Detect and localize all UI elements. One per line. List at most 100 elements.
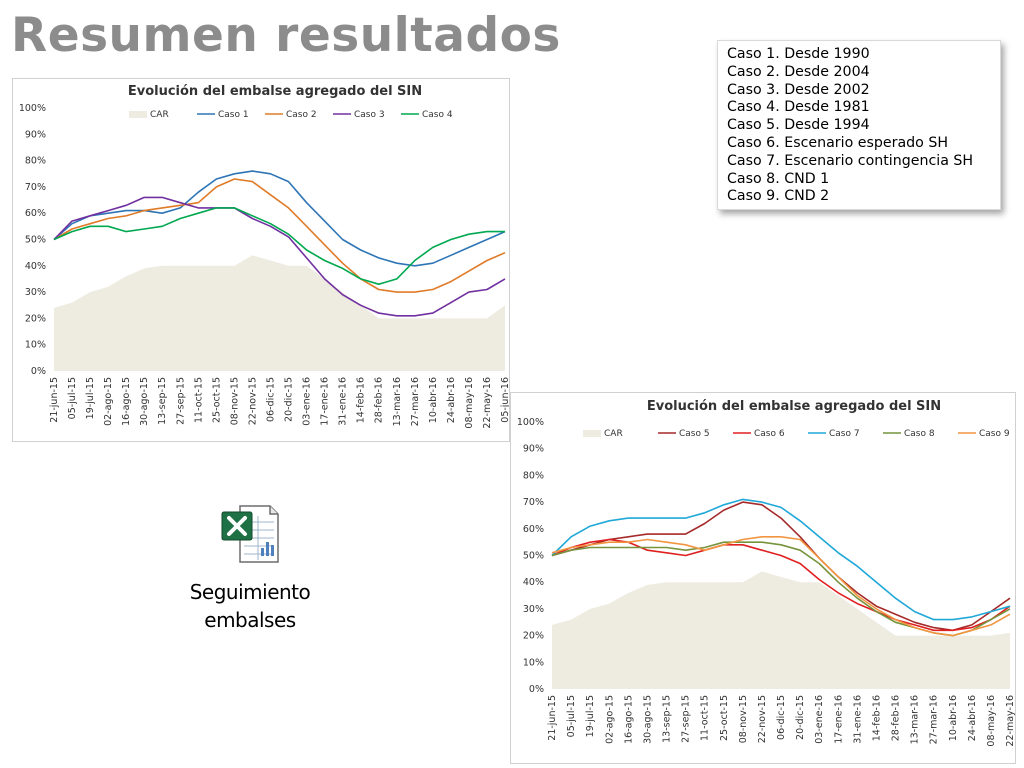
y-tick-label: 40% bbox=[523, 577, 544, 588]
series-line-caso-7 bbox=[551, 498, 1011, 621]
x-tick-label: 06-dic-15 bbox=[776, 695, 787, 740]
legend-entry: Caso 8 bbox=[904, 429, 935, 439]
y-tick-label: 90% bbox=[523, 444, 544, 455]
x-tick-label: 14-feb-16 bbox=[356, 377, 367, 423]
x-tick-label: 13-mar-16 bbox=[392, 377, 403, 426]
x-tick-label: 14-feb-16 bbox=[871, 695, 882, 741]
x-tick-label: 28-feb-16 bbox=[891, 695, 902, 741]
excel-file-icon bbox=[221, 505, 279, 563]
x-tick-label: 10-abr-16 bbox=[948, 695, 959, 741]
x-tick-label: 22-may-16 bbox=[482, 377, 493, 429]
y-tick-label: 10% bbox=[25, 340, 46, 351]
excel-file-label[interactable]: Seguimiento embalses bbox=[170, 578, 330, 634]
x-tick-label: 27-mar-16 bbox=[929, 695, 940, 744]
x-tick-label: 02-ago-15 bbox=[103, 377, 114, 426]
series-area-car bbox=[54, 255, 505, 371]
x-tick-label: 10-abr-16 bbox=[428, 377, 439, 423]
y-tick-label: 60% bbox=[25, 208, 46, 219]
reservoir-chart-2: Evolución del embalse agregado del SIN CA… bbox=[517, 399, 1015, 747]
x-tick-label: 08-may-16 bbox=[464, 377, 475, 429]
case-legend-item: Caso 4. Desde 1981 bbox=[727, 99, 870, 116]
case-legend-item: Caso 3. Desde 2002 bbox=[727, 81, 870, 98]
x-tick-label: 11-oct-15 bbox=[700, 695, 711, 741]
series-line-caso-3 bbox=[53, 196, 506, 317]
x-tick-label: 28-feb-16 bbox=[374, 377, 385, 423]
chart-title: Evolución del embalse agregado del SIN bbox=[647, 399, 941, 414]
y-tick-label: 30% bbox=[25, 287, 46, 298]
x-tick-label: 25-oct-15 bbox=[719, 695, 730, 741]
x-tick-label: 31-ene-16 bbox=[338, 377, 349, 426]
x-tick-label: 27-mar-16 bbox=[410, 377, 421, 426]
cases-list: Caso 1. Desde 1990 Caso 2. Desde 2004 Caso… bbox=[718, 41, 1000, 206]
x-tick-label: 27-sep-15 bbox=[175, 377, 186, 425]
case-legend-item: Caso 7. Escenario contingencia SH bbox=[727, 152, 974, 169]
x-tick-label: 11-oct-15 bbox=[193, 377, 204, 423]
x-tick-label: 08-nov-15 bbox=[738, 695, 749, 743]
x-tick-label: 22-may-16 bbox=[1005, 695, 1015, 747]
legend-entry: Caso 5 bbox=[679, 429, 710, 439]
legend-entry: Caso 7 bbox=[829, 429, 860, 439]
x-tick-label: 19-jul-15 bbox=[585, 695, 596, 737]
legend-entry: Caso 6 bbox=[754, 429, 785, 439]
x-tick-label: 27-sep-15 bbox=[681, 695, 692, 743]
y-tick-label: 0% bbox=[31, 366, 46, 377]
x-tick-label: 02-ago-15 bbox=[604, 695, 615, 744]
y-tick-label: 20% bbox=[25, 313, 46, 324]
y-tick-label: 30% bbox=[523, 604, 544, 615]
legend-swatch bbox=[583, 430, 601, 437]
y-tick-label: 20% bbox=[523, 631, 544, 642]
y-tick-label: 80% bbox=[25, 156, 46, 167]
x-tick-label: 05-jul-15 bbox=[566, 695, 577, 737]
case-legend-item: Caso 8. CND 1 bbox=[727, 170, 830, 187]
x-tick-label: 22-nov-15 bbox=[757, 695, 768, 743]
legend-entry: CAR bbox=[604, 429, 623, 439]
y-tick-label: 100% bbox=[19, 103, 46, 114]
series-line-caso-1 bbox=[53, 170, 506, 267]
y-tick-label: 0% bbox=[529, 684, 544, 695]
x-tick-label: 16-ago-15 bbox=[121, 377, 132, 426]
chart-2-frame: Evolución del embalse agregado del SIN CA… bbox=[510, 392, 1016, 764]
case-legend-item: Caso 2. Desde 2004 bbox=[727, 63, 870, 80]
series-line-caso-5 bbox=[551, 501, 1011, 632]
excel-label-line-2: embalses bbox=[204, 608, 296, 632]
legend-entry: Caso 4 bbox=[422, 110, 453, 120]
x-tick-label: 08-nov-15 bbox=[229, 377, 240, 425]
x-tick-label: 30-ago-15 bbox=[139, 377, 150, 426]
x-tick-label: 03-ene-16 bbox=[814, 695, 825, 744]
y-tick-label: 70% bbox=[523, 497, 544, 508]
legend-entry: Caso 2 bbox=[286, 110, 317, 120]
y-tick-label: 10% bbox=[523, 657, 544, 668]
x-tick-label: 13-sep-15 bbox=[662, 695, 673, 743]
x-tick-label: 13-sep-15 bbox=[157, 377, 168, 425]
x-tick-label: 06-dic-15 bbox=[265, 377, 276, 422]
legend-entry: CAR bbox=[150, 110, 169, 120]
reservoir-chart-1: Evolución del embalse agregado del SIN CA… bbox=[19, 84, 509, 429]
y-tick-label: 40% bbox=[25, 261, 46, 272]
y-tick-label: 80% bbox=[523, 470, 544, 481]
case-legend-item: Caso 1. Desde 1990 bbox=[727, 46, 870, 62]
x-tick-label: 24-abr-16 bbox=[446, 377, 457, 423]
chart-1-frame: Evolución del embalse agregado del SIN CA… bbox=[12, 78, 510, 442]
chart-title: Evolución del embalse agregado del SIN bbox=[128, 84, 422, 99]
x-tick-label: 05-jun-16 bbox=[500, 377, 509, 423]
excel-file-link[interactable]: Seguimiento embalses bbox=[170, 502, 330, 642]
x-tick-label: 05-jul-15 bbox=[67, 377, 78, 419]
x-tick-label: 30-ago-15 bbox=[642, 695, 653, 744]
x-tick-label: 21-jun-15 bbox=[547, 695, 558, 741]
x-tick-label: 31-ene-16 bbox=[852, 695, 863, 744]
series-line-caso-2 bbox=[53, 178, 506, 293]
x-tick-label: 17-ene-16 bbox=[833, 695, 844, 744]
x-tick-label: 19-jul-15 bbox=[85, 377, 96, 419]
y-tick-label: 90% bbox=[25, 129, 46, 140]
page-title: Resumen resultados bbox=[11, 8, 561, 63]
y-tick-label: 50% bbox=[523, 551, 544, 562]
series-line-caso-9 bbox=[551, 536, 1011, 637]
x-tick-label: 22-nov-15 bbox=[247, 377, 258, 425]
x-tick-label: 20-dic-15 bbox=[284, 377, 295, 422]
cases-legend-box: Caso 1. Desde 1990 Caso 2. Desde 2004 Caso… bbox=[717, 40, 1001, 210]
series-line-caso-4 bbox=[53, 207, 505, 285]
excel-label-line-1: Seguimiento bbox=[189, 580, 311, 604]
legend-swatch bbox=[129, 111, 147, 118]
x-tick-label: 08-may-16 bbox=[986, 695, 997, 747]
y-tick-label: 100% bbox=[517, 417, 544, 428]
